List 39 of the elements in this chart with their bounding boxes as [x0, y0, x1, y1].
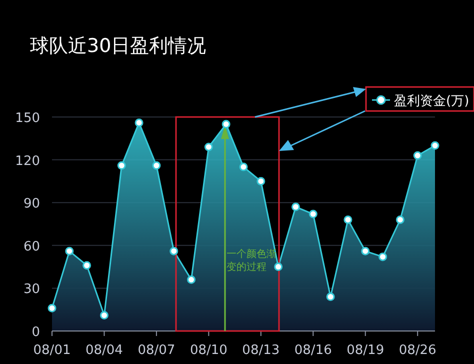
y-tick-label: 0: [32, 325, 40, 340]
point: [308, 210, 318, 218]
x-tick-label: 08/13: [242, 343, 280, 358]
point: [134, 118, 144, 127]
point: [256, 176, 266, 186]
point: [187, 275, 196, 284]
point: [170, 246, 178, 256]
point: [413, 151, 422, 160]
point: [204, 142, 213, 152]
point: [152, 161, 161, 170]
point: [48, 304, 56, 312]
y-tick-label: 60: [23, 239, 40, 254]
chart-title: 球队近30日盈利情况: [30, 35, 206, 57]
point: [239, 162, 248, 172]
point: [344, 215, 352, 224]
point: [65, 246, 74, 256]
point: [222, 120, 230, 128]
point: [430, 141, 440, 150]
point: [291, 202, 300, 212]
legend-label: 盈利资金(万): [394, 94, 470, 109]
x-tick-label: 08/10: [190, 343, 228, 358]
x-tick-label: 08/26: [398, 343, 436, 358]
point: [274, 262, 283, 272]
x-tick-label: 08/07: [138, 343, 176, 358]
point: [326, 292, 335, 302]
point: [396, 215, 404, 224]
y-tick-label: 30: [23, 282, 40, 298]
point: [361, 246, 370, 256]
point: [378, 252, 388, 262]
y-tick-label: 90: [23, 196, 40, 212]
point: [82, 261, 92, 270]
x-tick-label: 08/16: [294, 343, 332, 358]
y-tick-label: 150: [15, 111, 40, 126]
x-tick-label: 08/04: [85, 343, 123, 358]
x-tick-label: 08/01: [33, 343, 71, 358]
point: [117, 161, 126, 170]
x-tick-label: 08/19: [346, 343, 384, 358]
y-tick-label: 120: [15, 154, 40, 169]
point: [100, 311, 108, 320]
